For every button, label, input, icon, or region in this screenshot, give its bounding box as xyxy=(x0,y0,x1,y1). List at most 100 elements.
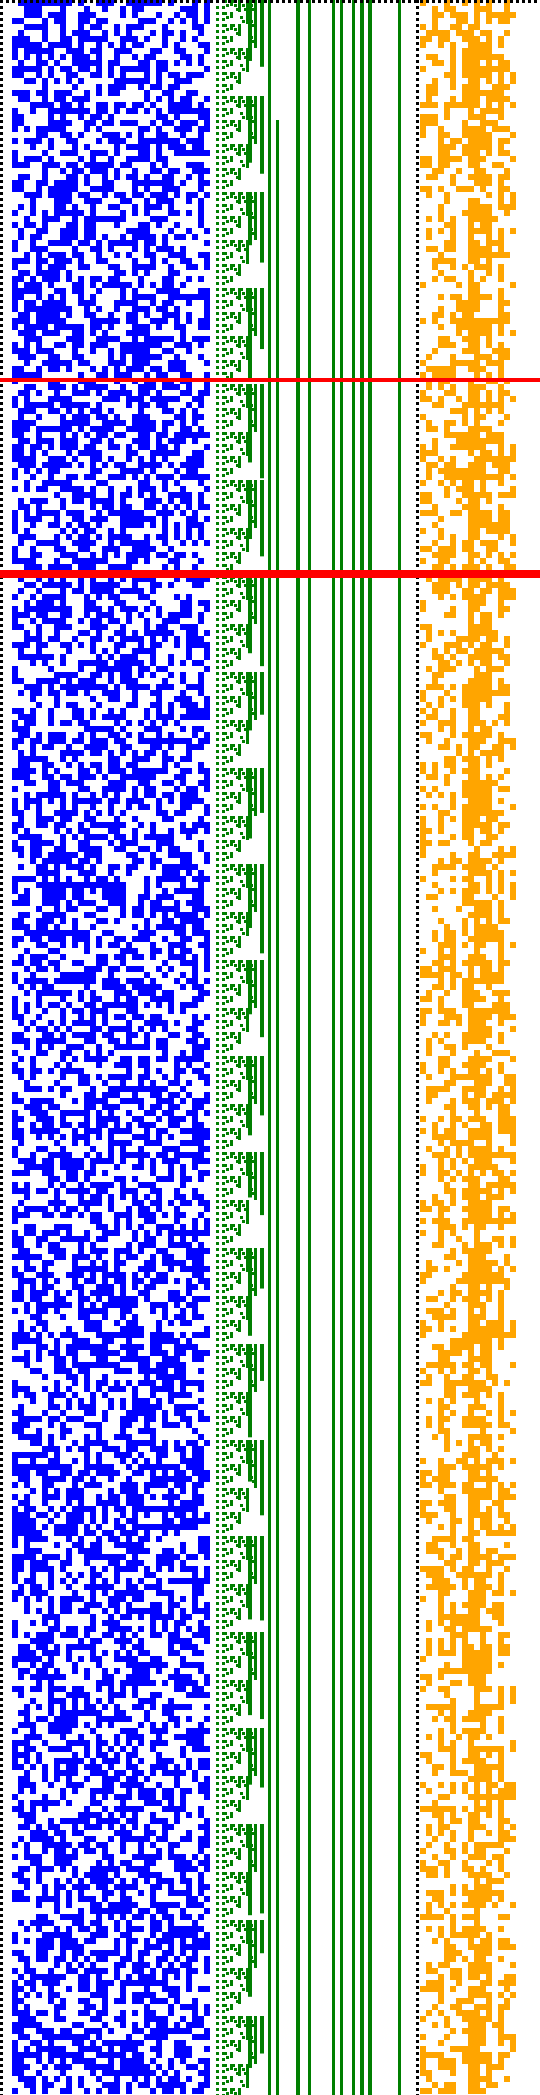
blue-cell xyxy=(84,816,96,822)
blue-cell xyxy=(66,1386,72,1392)
blue-cell xyxy=(114,1830,132,1836)
blue-cell xyxy=(102,552,108,558)
tree-branch xyxy=(216,1602,219,1605)
blue-cell xyxy=(174,576,180,582)
blue-cell xyxy=(156,1362,186,1368)
blue-cell xyxy=(42,1386,48,1392)
tree-branch xyxy=(252,808,255,811)
tree-stem xyxy=(222,696,225,699)
blue-cell xyxy=(84,1704,96,1710)
tree-stem xyxy=(222,396,225,399)
blue-cell xyxy=(48,576,54,582)
blue-cell xyxy=(114,1938,120,1944)
blue-cell xyxy=(36,54,42,60)
blue-cell xyxy=(204,1224,210,1230)
blue-cell xyxy=(162,174,174,180)
blue-cell xyxy=(60,1422,66,1428)
blue-cell xyxy=(18,174,30,180)
tree-stem xyxy=(222,390,225,393)
blue-cell xyxy=(144,1944,162,1950)
blue-cell xyxy=(84,690,90,696)
blue-cell xyxy=(156,1578,162,1584)
tree-branch xyxy=(226,1288,229,1291)
blue-cell xyxy=(120,1800,126,1806)
tree-stem xyxy=(222,1710,225,1713)
blue-cell xyxy=(72,330,84,336)
blue-cell xyxy=(90,516,108,522)
tree-stem xyxy=(222,672,225,675)
tree-branch xyxy=(216,126,219,129)
tree-stem xyxy=(222,1668,225,1671)
blue-cell xyxy=(108,1134,114,1140)
tree-branch xyxy=(234,1276,237,1279)
blue-cell xyxy=(84,1530,96,1536)
tree-branch xyxy=(234,844,237,847)
tree-branch xyxy=(234,1612,237,1615)
tree-branch xyxy=(226,916,229,919)
tree-stem xyxy=(222,1188,225,1191)
blue-cell xyxy=(138,1428,156,1434)
blue-cell xyxy=(204,1854,210,1860)
blue-cell xyxy=(198,402,204,408)
tree-trunk xyxy=(260,96,264,174)
blue-cell xyxy=(186,642,210,648)
blue-cell xyxy=(144,1272,150,1278)
blue-cell xyxy=(186,750,192,756)
blue-cell xyxy=(72,1872,78,1878)
tree-stem xyxy=(238,816,241,828)
tree-branch xyxy=(234,1372,237,1375)
tree-branch xyxy=(226,1276,229,1279)
tree-stem xyxy=(222,306,225,309)
blue-cell xyxy=(84,1938,96,1944)
blue-cell xyxy=(180,1200,192,1206)
blue-cell xyxy=(150,1092,162,1098)
tree-branch xyxy=(232,480,235,483)
tree-stem xyxy=(222,276,225,279)
blue-cell xyxy=(198,1386,204,1392)
blue-cell xyxy=(24,156,42,162)
tree-branch xyxy=(226,1660,229,1663)
tree-branch xyxy=(216,1428,219,1431)
blue-cell xyxy=(66,1902,72,1908)
blue-cell xyxy=(108,2046,114,2052)
blue-cell xyxy=(66,72,78,78)
blue-cell xyxy=(72,1662,78,1668)
tree-branch xyxy=(216,1200,219,1203)
blue-cell xyxy=(60,1818,90,1824)
blue-cell xyxy=(90,672,102,678)
tree-branch xyxy=(216,594,219,597)
blue-cell xyxy=(144,1530,150,1536)
tree-stem xyxy=(238,600,241,612)
blue-cell xyxy=(12,1428,24,1434)
tree-branch xyxy=(232,648,235,651)
blue-cell xyxy=(186,516,198,522)
blue-cell xyxy=(180,882,186,888)
blue-cell xyxy=(132,324,150,330)
blue-cell xyxy=(60,1788,66,1794)
tree-branch xyxy=(216,1506,219,1509)
blue-cell xyxy=(102,1032,114,1038)
blue-cell xyxy=(198,1722,204,1728)
blue-cell xyxy=(54,204,66,210)
blue-cell xyxy=(72,342,84,348)
blue-cell xyxy=(192,1854,198,1860)
tree-branch xyxy=(216,402,219,405)
blue-cell xyxy=(48,1458,60,1464)
blue-cell xyxy=(120,498,126,504)
tree-stem xyxy=(230,756,233,762)
blue-cell xyxy=(156,1224,174,1230)
blue-cell xyxy=(186,1968,198,1974)
tree-branch xyxy=(244,632,247,635)
blue-cell xyxy=(42,210,48,216)
blue-cell xyxy=(66,1926,72,1932)
tree-stem xyxy=(238,336,241,348)
tree-branch xyxy=(236,1424,239,1427)
tree-stem xyxy=(222,1776,225,1779)
blue-cell xyxy=(192,1068,204,1074)
blue-cell xyxy=(150,822,156,828)
tree-stem xyxy=(230,1368,233,1374)
blue-cell xyxy=(168,1266,174,1272)
tree-branch xyxy=(216,1656,219,1659)
tree-branch xyxy=(226,1228,229,1231)
blue-cell xyxy=(54,1488,60,1494)
